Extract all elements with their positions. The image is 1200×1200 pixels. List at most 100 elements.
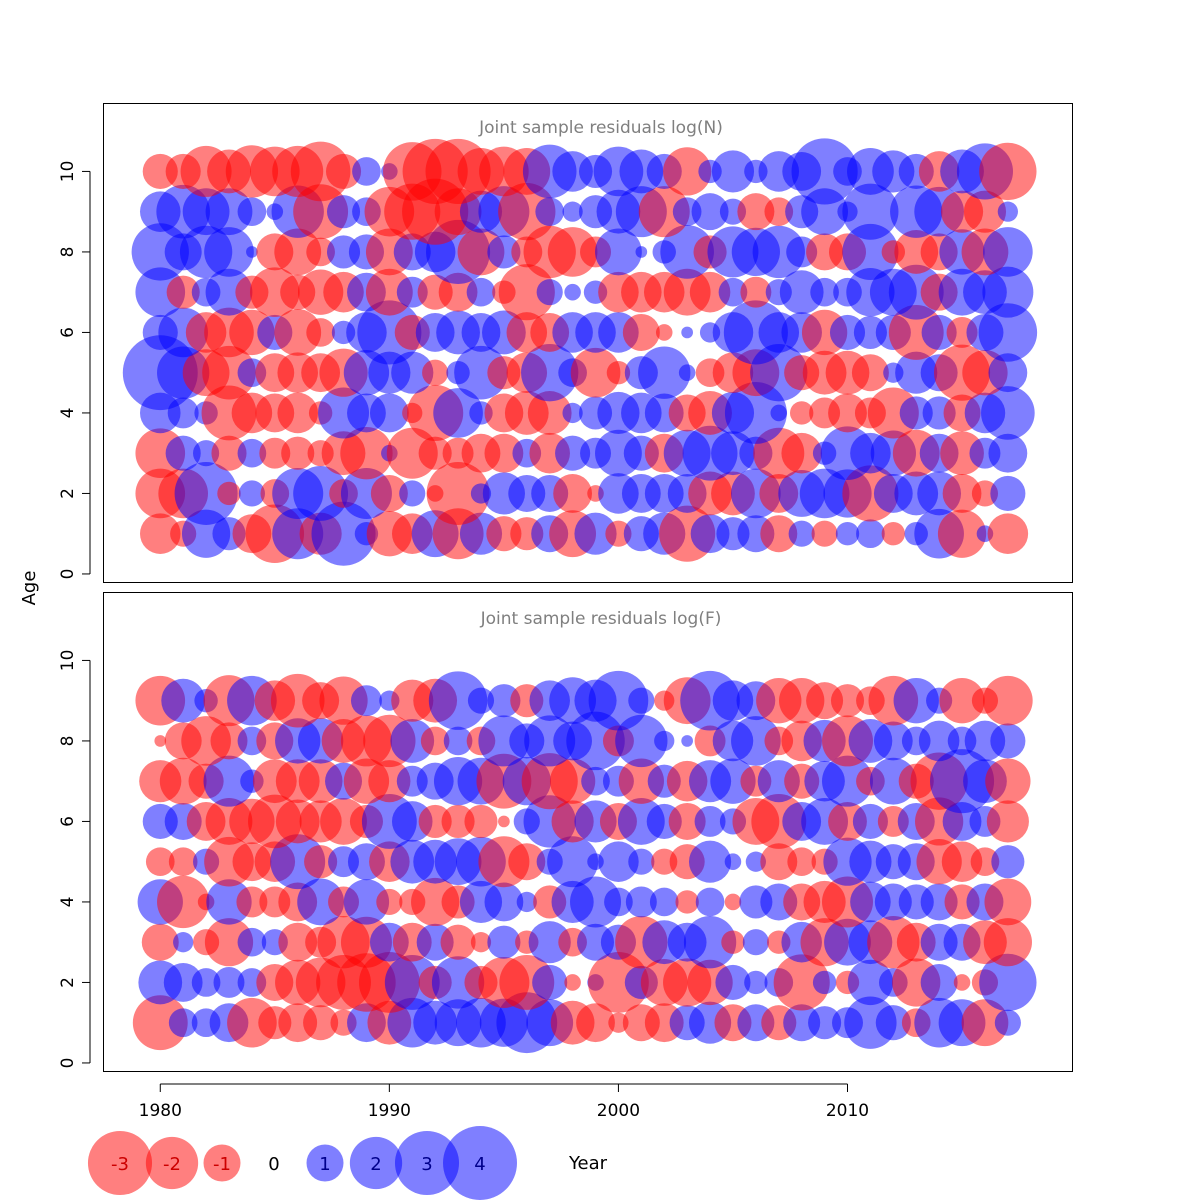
residual-bubble (165, 435, 201, 471)
residual-bubble (873, 721, 913, 761)
residual-bubble (293, 466, 349, 521)
residual-bubble (555, 435, 591, 471)
residual-bubble (168, 847, 198, 877)
residual-bubble (986, 800, 1029, 843)
residual-bubble (920, 963, 958, 1001)
residual-bubble (365, 268, 413, 316)
residual-bubble (422, 359, 449, 386)
residual-bubble (760, 515, 798, 553)
residual-bubble (760, 843, 798, 881)
residual-bubble (694, 805, 726, 837)
residual-bubble (246, 246, 258, 258)
residual-bubble (811, 520, 838, 547)
legend-bubble (87, 1130, 153, 1196)
residual-bubble (399, 480, 426, 507)
y-tick-label: 8 (58, 247, 78, 258)
residual-bubble (787, 847, 817, 877)
y-tick-label: 0 (58, 569, 78, 580)
residual-bubble (810, 277, 839, 307)
residual-bubble (940, 431, 984, 476)
residual-bubble (718, 277, 748, 307)
residual-bubble (576, 1003, 615, 1043)
residual-bubble (622, 313, 660, 351)
residual-bubble (163, 963, 203, 1002)
residual-bubble (202, 345, 256, 400)
residual-bubble (987, 513, 1029, 554)
residual-bubble (744, 970, 768, 995)
residual-bubble (981, 386, 1035, 440)
residual-bubble (681, 735, 694, 747)
residual-bubble (418, 436, 452, 470)
residual-bubble (211, 435, 247, 471)
residual-bubble (319, 676, 368, 725)
residual-bubble (281, 436, 315, 470)
residual-bubble (303, 1005, 339, 1041)
residual-bubble (306, 237, 335, 267)
residual-bubble (979, 142, 1037, 201)
residual-bubble (547, 836, 599, 888)
residual-bubble (963, 190, 1007, 233)
residual-bubble (210, 722, 248, 760)
residual-bubble (340, 427, 393, 480)
residual-bubble (484, 433, 524, 473)
residual-bubble (487, 925, 521, 959)
residual-bubble (498, 264, 555, 321)
panel-log-f-y-axis: 0 2 4 6 8 10 (58, 650, 91, 1068)
residual-bubble (278, 922, 318, 962)
y-tick-label: 6 (58, 327, 78, 338)
residual-bubble (157, 875, 210, 929)
y-tick-label: 2 (58, 488, 78, 499)
legend-label: 4 (474, 1154, 485, 1175)
residual-bubble (237, 438, 267, 468)
residual-bubble (549, 758, 596, 804)
panel-log-n-bubbles (122, 138, 1038, 566)
residual-bubble (683, 916, 737, 969)
residual-bubble (547, 227, 598, 277)
residual-bubble (438, 272, 478, 312)
residual-bubble (608, 1012, 629, 1033)
residual-bubble (635, 246, 648, 258)
legend-label: -1 (213, 1154, 231, 1175)
residual-bubble (991, 845, 1025, 879)
residual-bubble (893, 678, 939, 724)
legend-bubble (349, 1136, 403, 1190)
y-tick-label: 2 (58, 977, 78, 988)
panel-log-f-bubbles (132, 670, 1037, 1054)
y-tick-label: 4 (58, 897, 78, 908)
residual-bubble (237, 197, 267, 227)
residual-bubble (553, 474, 593, 513)
residual-bubble (440, 924, 476, 960)
residual-bubble (689, 271, 731, 313)
residual-bubble (983, 227, 1033, 277)
legend-bubble (443, 1126, 517, 1200)
residual-bubble (203, 755, 255, 807)
residual-bubble (899, 396, 933, 430)
residual-bubble (745, 851, 766, 872)
residual-bubble (829, 314, 866, 350)
residual-bubble (721, 930, 745, 954)
y-axis-title: Age (19, 571, 40, 606)
residual-bubble (325, 153, 362, 189)
residual-bubble (988, 353, 1028, 393)
panel-log-n-title: Joint sample residuals log(N) (478, 118, 723, 138)
residual-bubble (628, 687, 655, 714)
residual-bubble (961, 999, 1009, 1047)
residual-bubble (939, 678, 985, 724)
residual-bubble (830, 684, 865, 718)
residual-bubble (274, 228, 322, 276)
residual-bubble (941, 841, 983, 882)
residual-bubble (595, 228, 642, 276)
y-tick-label: 8 (58, 736, 78, 747)
residual-bubble (570, 347, 621, 398)
residual-bubble (724, 893, 742, 911)
residual-bubble (724, 853, 742, 870)
panel-log-f-title: Joint sample residuals log(F) (480, 609, 722, 629)
residual-bubble (326, 195, 361, 229)
residual-bubble (528, 921, 571, 964)
residual-bubble (655, 324, 673, 341)
residual-bubble (828, 393, 867, 433)
legend-label: 0 (268, 1154, 279, 1175)
residual-bubble (881, 522, 906, 546)
residual-bubble (581, 766, 610, 796)
residual-bubble (428, 671, 488, 730)
